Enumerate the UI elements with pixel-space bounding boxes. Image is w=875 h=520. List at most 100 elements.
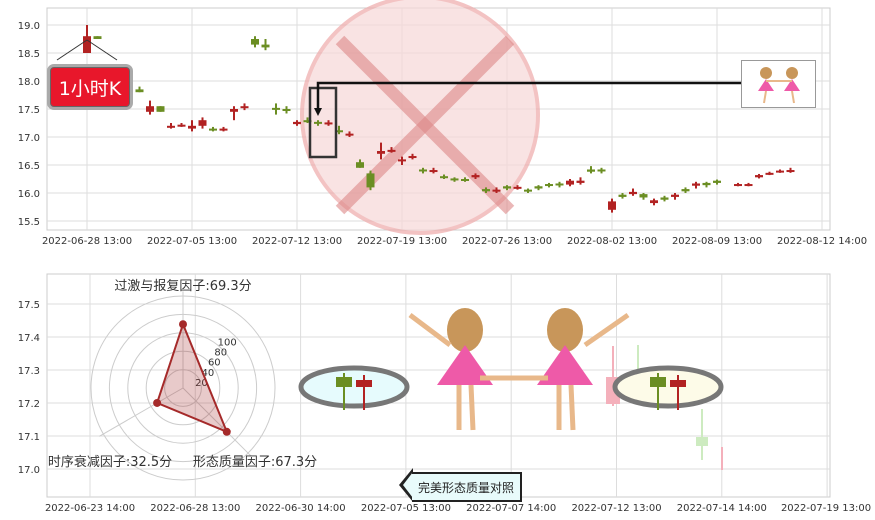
candle	[251, 36, 259, 48]
candle-body	[744, 184, 753, 187]
radar-tick-label: 60	[208, 358, 221, 369]
radar-area	[155, 321, 229, 434]
candle-body	[387, 149, 396, 152]
candle	[324, 120, 333, 126]
x-tick-label: 2022-08-12 14:00	[777, 236, 867, 247]
candle-body	[692, 183, 700, 186]
candle-body	[377, 151, 385, 154]
candle	[608, 198, 616, 213]
candle	[671, 193, 679, 200]
candle	[702, 181, 711, 188]
candle-body	[471, 175, 480, 178]
candle	[167, 123, 175, 129]
label-string	[56, 39, 88, 61]
x-tick-label: 2022-07-05 13:00	[361, 503, 451, 514]
candle	[345, 131, 354, 137]
candle	[356, 159, 364, 168]
candle-body	[398, 159, 406, 162]
candle	[692, 181, 700, 189]
candle	[503, 185, 511, 191]
radar-tick-label: 20	[195, 378, 208, 389]
candle	[377, 142, 385, 160]
dancer-tutu	[437, 345, 493, 385]
candle-body	[293, 121, 301, 125]
candle-body	[482, 189, 490, 192]
x-tick-label: 2022-07-12 13:00	[252, 236, 342, 247]
candle-body	[345, 133, 354, 136]
y-tick-label: 17.2	[18, 399, 40, 410]
candle	[566, 179, 574, 187]
candle-body	[83, 36, 91, 53]
radar-axis	[182, 387, 252, 457]
candle	[177, 123, 186, 127]
candle	[461, 177, 469, 182]
candle-body	[755, 175, 763, 178]
candle	[219, 126, 228, 132]
candle	[440, 174, 448, 179]
dancer-head	[447, 308, 483, 352]
radar-axis-label: 过激与报复因子:69.3分	[114, 279, 251, 294]
dancer-arm	[583, 312, 630, 348]
y-tick-label: 18.0	[18, 77, 40, 88]
x-tick-label: 2022-07-14 14:00	[677, 503, 767, 514]
y-tick-label: 17.1	[18, 432, 40, 443]
candle	[135, 86, 144, 93]
candle-body	[251, 39, 259, 45]
candle-body	[356, 380, 372, 387]
candle	[408, 153, 417, 160]
pattern-oval	[612, 365, 724, 409]
candle	[587, 166, 595, 174]
candle	[366, 170, 375, 191]
candle	[314, 120, 322, 126]
candle-body	[93, 36, 102, 39]
pattern-oval	[298, 365, 410, 409]
candle	[650, 198, 658, 206]
candle-body	[629, 191, 637, 195]
x-tick-label: 2022-08-09 13:00	[672, 236, 762, 247]
candle-body	[670, 380, 686, 387]
timeframe-label: 1小时K	[47, 64, 133, 110]
y-tick-label: 19.0	[18, 21, 40, 32]
x-tick-label: 2022-06-28 13:00	[42, 236, 132, 247]
candle	[513, 185, 522, 190]
radar-point	[179, 320, 187, 329]
candle	[597, 167, 606, 174]
candle-body	[146, 106, 154, 112]
candle-body	[461, 179, 469, 181]
pattern-connector-line	[316, 81, 741, 110]
y-tick-label: 17.0	[18, 133, 40, 144]
x-tick-label: 2022-06-28 13:00	[150, 503, 240, 514]
y-tick-label: 15.5	[18, 217, 40, 228]
candle-body	[639, 194, 648, 198]
candle-body	[230, 109, 238, 112]
candle-body	[618, 194, 627, 197]
y-tick-label: 17.3	[18, 366, 40, 377]
y-tick-label: 16.0	[18, 189, 40, 200]
candle-body	[524, 189, 532, 192]
candle-body	[545, 184, 553, 187]
radar-axis-label: 形态质量因子:67.3分	[193, 455, 317, 470]
y-tick-label: 18.5	[18, 49, 40, 60]
dancer-leg	[468, 384, 476, 431]
candle	[629, 188, 637, 196]
dancer-leg	[568, 384, 576, 431]
y-tick-label: 17.5	[18, 105, 40, 116]
radar-tick-label: 100	[218, 337, 237, 348]
candle-body	[555, 183, 564, 186]
candle-body	[156, 106, 165, 112]
y-tick-label: 16.5	[18, 161, 40, 172]
candle-body	[167, 125, 175, 128]
x-tick-label: 2022-08-02 13:00	[567, 236, 657, 247]
x-tick-label: 2022-07-05 13:00	[147, 236, 237, 247]
candle	[734, 182, 742, 187]
compare-pattern-button[interactable]: 完美形态质量对照	[412, 472, 523, 502]
radar-axis	[99, 387, 184, 437]
candle-body	[734, 184, 742, 187]
candle-body	[314, 121, 322, 124]
radar-point	[153, 398, 162, 407]
pattern-thumbnail[interactable]	[741, 60, 816, 108]
radar-tick-label: 40	[202, 368, 215, 379]
candle	[335, 125, 343, 135]
candle-body	[209, 128, 217, 131]
y-tick-label: 17.5	[18, 300, 40, 311]
